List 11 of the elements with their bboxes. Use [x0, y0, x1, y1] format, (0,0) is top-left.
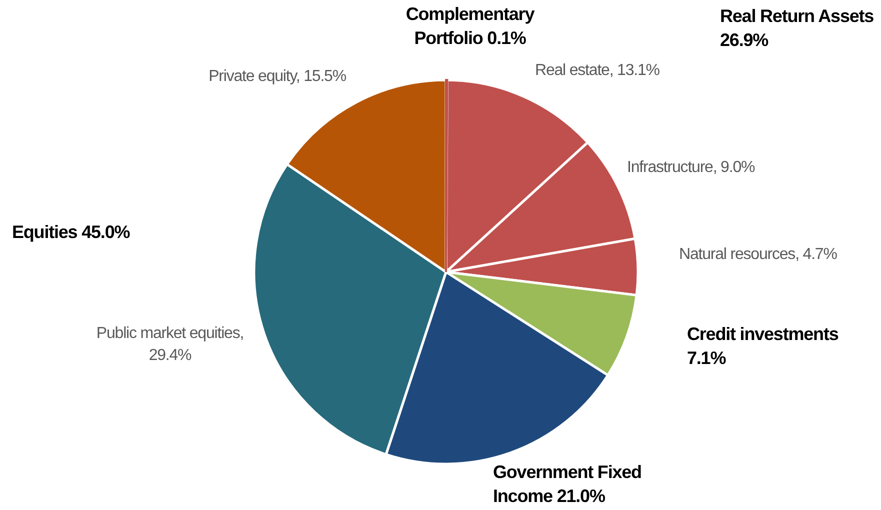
slice-label: Real estate, 13.1%	[535, 62, 660, 79]
slice-label: Credit investments	[687, 324, 839, 344]
data-label: 7.1%	[687, 348, 726, 368]
text: Equities 45.0%	[12, 222, 130, 242]
slice-label: Infrastructure, 9.0%	[627, 159, 755, 176]
slice-label: Private equity, 15.5%	[208, 68, 346, 85]
slice-label: Government Fixed Income 21.0%	[493, 462, 642, 506]
slice-label: Complementary Portfolio 0.1%	[406, 4, 535, 48]
slice-label: Public market equities, 29.4%	[96, 325, 244, 364]
slice-label: Natural resources, 4.7%	[679, 246, 838, 263]
text: Real Return Assets 26.9%	[720, 6, 874, 50]
